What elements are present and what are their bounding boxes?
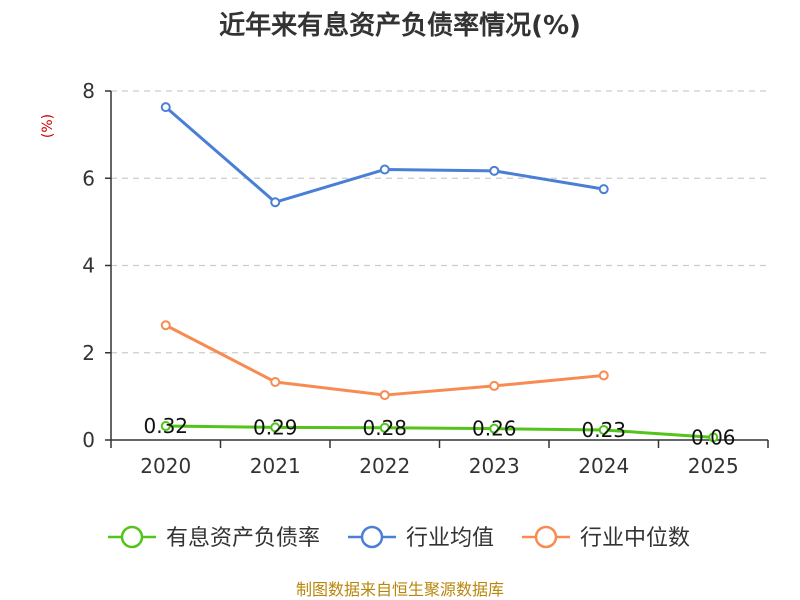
- data-point[interactable]: [379, 390, 390, 401]
- data-labels: 0.32 0.29 0.28 0.26 0.23 0.06: [143, 414, 735, 449]
- legend-marker[interactable]: [120, 525, 144, 549]
- x-tick-label: 2022: [359, 454, 410, 478]
- y-tick-label: 4: [82, 254, 95, 278]
- data-point[interactable]: [160, 320, 171, 331]
- data-point[interactable]: [598, 370, 609, 381]
- data-point[interactable]: [270, 376, 281, 387]
- y-tick-label: 6: [82, 166, 95, 190]
- legend[interactable]: 有息资产负债率 行业均值 行业中位数: [108, 525, 690, 551]
- data-point[interactable]: [160, 421, 171, 432]
- data-point[interactable]: [379, 422, 390, 433]
- data-point[interactable]: [270, 422, 281, 433]
- data-point[interactable]: [489, 380, 500, 391]
- data-point[interactable]: [598, 184, 609, 195]
- y-axis-label: (%): [40, 114, 56, 138]
- source-note: 制图数据来自恒生聚源数据库: [296, 580, 504, 599]
- legend-label[interactable]: 有息资产负债率: [166, 526, 320, 551]
- data-point[interactable]: [489, 165, 500, 176]
- series-group: [160, 102, 719, 443]
- data-point[interactable]: [270, 197, 281, 208]
- legend-label[interactable]: 行业中位数: [580, 526, 690, 551]
- series-line: [165, 323, 604, 397]
- data-label: 0.26: [472, 417, 517, 441]
- data-point[interactable]: [489, 423, 500, 434]
- data-label: 0.06: [691, 425, 736, 449]
- series-line: [165, 424, 714, 439]
- x-tick-label: 2024: [578, 454, 629, 478]
- grid: [111, 90, 768, 354]
- x-tick-label: 2020: [140, 454, 191, 478]
- chart-title: 近年来有息资产负债率情况(%): [219, 10, 581, 41]
- y-tick-label: 2: [82, 341, 95, 365]
- data-point[interactable]: [708, 432, 719, 443]
- x-tick-label: 2021: [250, 454, 301, 478]
- legend-marker[interactable]: [360, 525, 384, 549]
- x-tick-label: 2025: [688, 454, 739, 478]
- data-point[interactable]: [598, 424, 609, 435]
- legend-label[interactable]: 行业均值: [406, 526, 494, 551]
- series-line: [164, 106, 604, 204]
- data-label: 0.32: [143, 414, 188, 438]
- data-point[interactable]: [160, 102, 171, 113]
- y-tick-label: 8: [82, 79, 95, 103]
- data-label: 0.28: [362, 416, 407, 440]
- data-label: 0.23: [581, 418, 626, 442]
- data-label: 0.29: [253, 415, 298, 439]
- legend-marker[interactable]: [534, 525, 558, 549]
- axes: 0 2 4 6 8 2020 2021 2022 2023 2024 2025: [82, 79, 769, 478]
- x-tick-label: 2023: [469, 454, 520, 478]
- data-point[interactable]: [379, 164, 390, 175]
- y-tick-label: 0: [82, 428, 95, 452]
